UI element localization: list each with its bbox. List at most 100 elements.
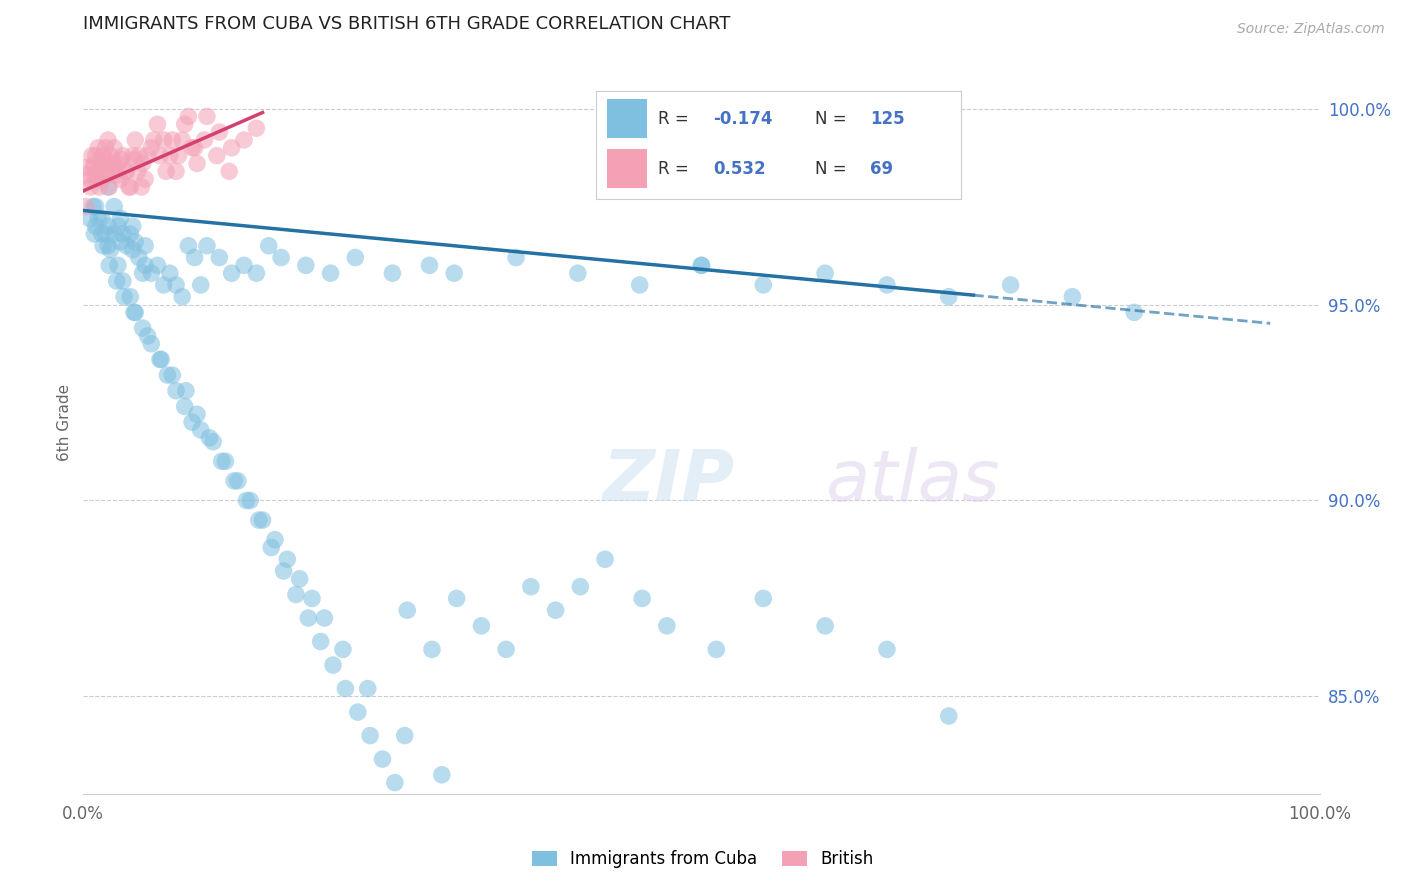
Point <box>114 164 136 178</box>
Point <box>284 588 307 602</box>
Point <box>359 729 381 743</box>
Point <box>446 591 468 606</box>
Point <box>245 266 267 280</box>
Point <box>120 180 142 194</box>
Point <box>79 211 101 226</box>
Y-axis label: 6th Grade: 6th Grade <box>58 384 72 460</box>
Point <box>193 133 215 147</box>
Point <box>938 290 960 304</box>
Point <box>98 258 121 272</box>
Point <box>332 642 354 657</box>
Point <box>443 266 465 280</box>
Point <box>152 133 174 147</box>
Point <box>124 235 146 249</box>
Point <box>142 133 165 147</box>
Point <box>103 164 125 178</box>
Point <box>252 513 274 527</box>
Point <box>876 277 898 292</box>
Point <box>655 619 678 633</box>
Point <box>110 172 132 186</box>
Point <box>470 619 492 633</box>
Point <box>76 168 98 182</box>
Point <box>195 239 218 253</box>
Point <box>80 180 103 194</box>
Point <box>75 161 97 175</box>
Point <box>128 251 150 265</box>
Point <box>134 239 156 253</box>
Point <box>183 141 205 155</box>
Point <box>79 172 101 186</box>
Point <box>127 164 149 178</box>
Point <box>124 305 146 319</box>
Point <box>98 180 121 194</box>
Point <box>118 180 141 194</box>
Point <box>159 148 181 162</box>
Point <box>257 239 280 253</box>
Point <box>90 211 112 226</box>
Point <box>107 219 129 234</box>
Point <box>84 172 107 186</box>
Point <box>1123 305 1146 319</box>
Point <box>214 454 236 468</box>
Point <box>260 541 283 555</box>
Point <box>146 117 169 131</box>
Point <box>309 634 332 648</box>
Point <box>173 117 195 131</box>
Point <box>90 156 112 170</box>
Point <box>190 277 212 292</box>
Point <box>121 219 143 234</box>
Point <box>704 642 727 657</box>
Point <box>239 493 262 508</box>
Point <box>82 161 104 175</box>
Point <box>322 658 344 673</box>
Point <box>198 431 221 445</box>
Point <box>94 227 117 241</box>
Point <box>752 591 775 606</box>
Point <box>84 200 107 214</box>
Point <box>97 133 120 147</box>
Point <box>297 611 319 625</box>
Legend: Immigrants from Cuba, British: Immigrants from Cuba, British <box>526 844 880 875</box>
Point <box>134 258 156 272</box>
Point <box>159 266 181 280</box>
Point <box>156 368 179 382</box>
Point <box>128 148 150 162</box>
Point <box>91 239 114 253</box>
Point <box>690 258 713 272</box>
Point <box>190 423 212 437</box>
Point <box>208 251 231 265</box>
Point <box>162 368 184 382</box>
Text: atlas: atlas <box>825 447 1000 516</box>
Point <box>146 258 169 272</box>
Point <box>264 533 287 547</box>
Point <box>430 768 453 782</box>
Point <box>124 133 146 147</box>
Point <box>356 681 378 696</box>
Point <box>152 277 174 292</box>
Point <box>186 156 208 170</box>
Point <box>111 227 134 241</box>
Point <box>87 164 110 178</box>
Point <box>183 251 205 265</box>
Point <box>165 384 187 398</box>
Point <box>75 200 97 214</box>
Point <box>1000 277 1022 292</box>
Point <box>245 121 267 136</box>
Point <box>195 110 218 124</box>
Point <box>87 211 110 226</box>
Point <box>120 227 142 241</box>
Point <box>97 156 120 170</box>
Point <box>111 274 134 288</box>
Point <box>172 133 194 147</box>
Point <box>90 227 112 241</box>
Point <box>131 321 153 335</box>
Point <box>593 552 616 566</box>
Point <box>396 603 419 617</box>
Point <box>276 552 298 566</box>
Point <box>247 513 270 527</box>
Point <box>96 168 118 182</box>
Point <box>107 156 129 170</box>
Point <box>107 258 129 272</box>
Point <box>314 611 336 625</box>
Point <box>181 415 204 429</box>
